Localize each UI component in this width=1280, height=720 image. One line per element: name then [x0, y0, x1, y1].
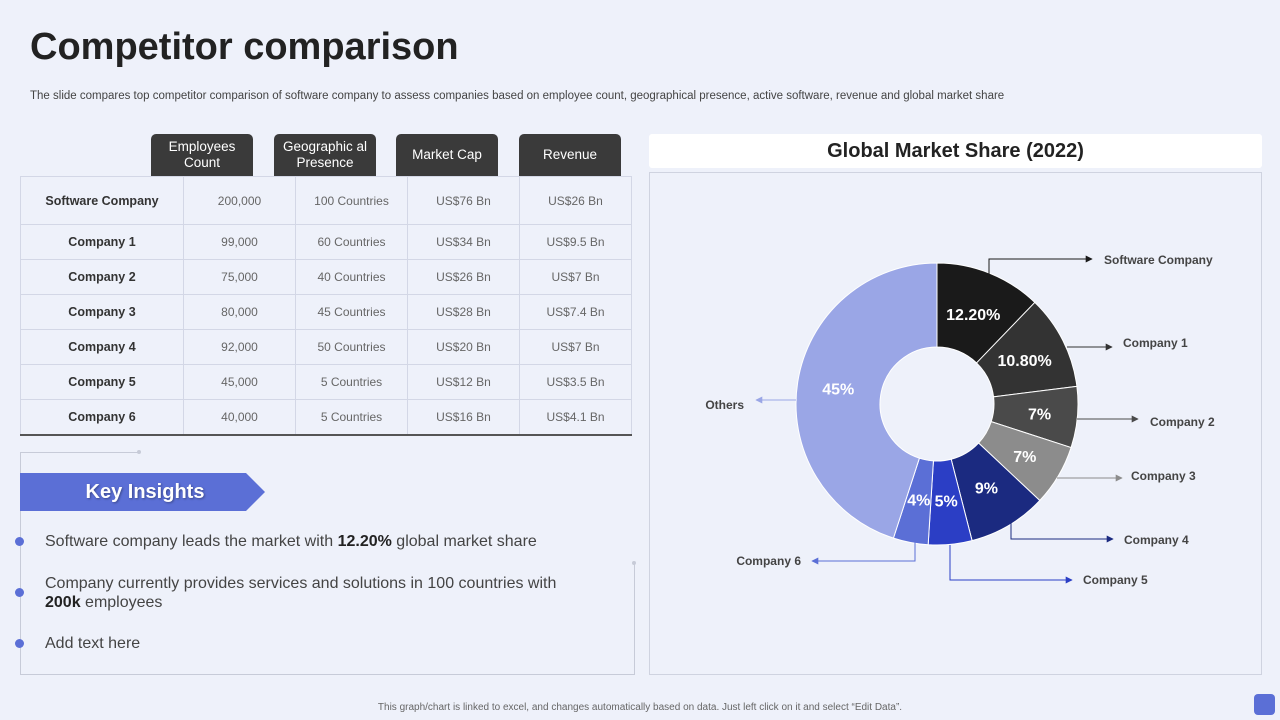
- insight-1-text-end: global market share: [391, 533, 537, 550]
- bullet-icon: [15, 537, 24, 546]
- insight-1-highlight: 12.20%: [337, 533, 392, 550]
- leader-arrow: [811, 540, 916, 565]
- cell-revenue: US$7 Bn: [519, 329, 632, 365]
- insight-text-1: Software company leads the market with 1…: [45, 532, 605, 551]
- cell-revenue: US$7.4 Bn: [519, 294, 632, 330]
- legend-label: Company 2: [1150, 415, 1215, 429]
- cell-revenue: US$3.5 Bn: [519, 364, 632, 400]
- cell-employees: 45,000: [183, 364, 296, 400]
- row-company-name: Company 3: [20, 294, 184, 330]
- legend-label: Company 3: [1131, 469, 1196, 483]
- insight-3-text: Add text here: [45, 635, 141, 652]
- slice-value-label: 4%: [907, 492, 930, 509]
- row-company-name: Company 4: [20, 329, 184, 365]
- cell-presence: 50 Countries: [295, 329, 408, 365]
- cell-presence: 40 Countries: [295, 259, 408, 295]
- column-header-revenue: Revenue: [519, 134, 621, 176]
- chart-title: Global Market Share (2022): [649, 134, 1262, 168]
- cell-market-cap: US$12 Bn: [407, 364, 520, 400]
- table-row: Software Company 200,000 100 Countries US$7…: [20, 176, 632, 225]
- insight-2-text: Company currently provides services and …: [45, 575, 557, 592]
- cell-presence: 60 Countries: [295, 224, 408, 260]
- row-company-name: Company 1: [20, 224, 184, 260]
- cell-market-cap: US$26 Bn: [407, 259, 520, 295]
- cell-presence: 5 Countries: [295, 364, 408, 400]
- legend-label: Others: [705, 398, 744, 412]
- bullet-icon: [15, 588, 24, 597]
- insight-text-3: Add text here: [45, 634, 605, 653]
- row-company-name: Company 5: [20, 364, 184, 400]
- legend-label: Company 6: [736, 554, 801, 568]
- slice-value-label: 5%: [935, 494, 958, 511]
- cell-market-cap: US$34 Bn: [407, 224, 520, 260]
- slice-value-label: 45%: [822, 381, 854, 398]
- leader-arrow: [988, 255, 1093, 274]
- table-row: Company 5 45,000 5 Countries US$12 Bn US$3.5…: [20, 364, 632, 400]
- key-insights-label: Key Insights: [85, 481, 205, 503]
- insight-2-highlight: 200k: [45, 594, 81, 611]
- table-row: Company 4 92,000 50 Countries US$20 Bn US$7 …: [20, 329, 632, 365]
- insight-1-text: Software company leads the market with: [45, 533, 338, 550]
- legend-label: Company 1: [1123, 336, 1188, 350]
- column-header-market-cap: Market Cap: [396, 134, 498, 176]
- cell-revenue: US$4.1 Bn: [519, 399, 632, 436]
- column-header-presence: Geographic al Presence: [274, 134, 376, 176]
- table-column-headers: Employees Count Geographic al Presence M…: [142, 134, 632, 176]
- cell-employees: 92,000: [183, 329, 296, 365]
- panel-gap: [633, 452, 637, 562]
- decorative-line: [20, 452, 140, 453]
- chart-area: [649, 172, 1262, 675]
- legend-label: Company 5: [1083, 573, 1148, 587]
- cell-market-cap: US$28 Bn: [407, 294, 520, 330]
- cell-revenue: US$9.5 Bn: [519, 224, 632, 260]
- table-row: Company 1 99,000 60 Countries US$34 Bn US$9.…: [20, 224, 632, 260]
- slide-corner-button[interactable]: [1254, 694, 1275, 715]
- insight-text-2: Company currently provides services and …: [45, 574, 565, 612]
- leader-arrow: [949, 545, 1073, 584]
- slice-value-label: 7%: [1013, 449, 1036, 466]
- cell-presence: 100 Countries: [295, 176, 408, 225]
- cell-market-cap: US$76 Bn: [407, 176, 520, 225]
- insight-2-text-end: employees: [80, 594, 163, 611]
- decorative-dot: [632, 561, 636, 565]
- row-company-name: Company 6: [20, 399, 184, 436]
- decorative-dot: [137, 450, 141, 454]
- footer-note: This graph/chart is linked to excel, and…: [377, 702, 903, 713]
- page-subtitle: The slide compares top competitor compar…: [30, 90, 1005, 102]
- cell-employees: 99,000: [183, 224, 296, 260]
- key-insights-banner: [20, 473, 265, 511]
- slice-value-label: 10.80%: [997, 353, 1051, 370]
- slice-value-label: 9%: [975, 480, 998, 497]
- legend-label: Company 4: [1124, 533, 1189, 547]
- leader-arrow: [1010, 521, 1114, 543]
- page-title: Competitor comparison: [30, 26, 459, 68]
- table-row: Company 6 40,000 5 Countries US$16 Bn US$4.1…: [20, 399, 632, 436]
- competitor-table: Software Company 200,000 100 Countries US$7…: [20, 176, 632, 436]
- slice-value-label: 7%: [1028, 407, 1051, 424]
- bullet-icon: [15, 639, 24, 648]
- cell-revenue: US$26 Bn: [519, 176, 632, 225]
- legend-label: Software Company: [1104, 253, 1213, 267]
- row-company-name: Software Company: [20, 176, 184, 225]
- cell-market-cap: US$16 Bn: [407, 399, 520, 436]
- slice-others[interactable]: [795, 262, 938, 539]
- cell-revenue: US$7 Bn: [519, 259, 632, 295]
- table-row: Company 3 80,000 45 Countries US$28 Bn US$7.…: [20, 294, 632, 330]
- cell-presence: 5 Countries: [295, 399, 408, 436]
- slice-value-label: 12.20%: [946, 307, 1000, 324]
- column-header-employees: Employees Count: [151, 134, 253, 176]
